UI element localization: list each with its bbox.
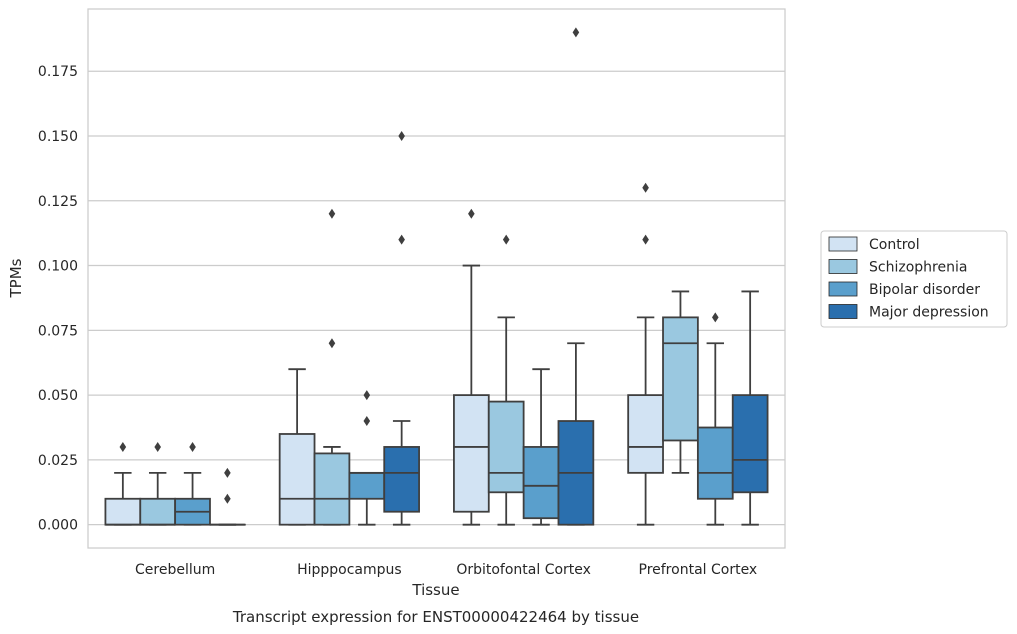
box-body (662, 316, 699, 442)
plot-frame (87, 8, 786, 549)
box-3-1 (662, 290, 699, 474)
box-body (313, 452, 351, 526)
legend-entry-label: Control (869, 237, 920, 253)
legend-entry-label: Schizophrenia (869, 260, 967, 276)
y-axis-label: TPMs (7, 258, 25, 298)
box-0-2 (174, 441, 211, 526)
box-3-2 (696, 312, 734, 526)
y-tick-label: 0.150 (38, 129, 78, 145)
y-tick-label: 0.175 (38, 64, 78, 80)
outlier-point (642, 182, 649, 193)
x-tick-labels: Cerebellum Hipppocampus Orbitofontal Corte… (135, 562, 757, 578)
x-tick-label: Cerebellum (135, 562, 215, 578)
outlier-point (468, 208, 475, 219)
chart-title: Transcript expression for ENST0000042246… (232, 608, 639, 626)
box-2-3 (557, 27, 595, 526)
box-1-0 (278, 368, 316, 526)
legend-swatch (828, 236, 858, 252)
outlier-point (502, 234, 510, 245)
box-0-1 (139, 441, 177, 526)
outlier-point (224, 493, 231, 504)
box-body (487, 400, 525, 494)
outlier-point (642, 234, 649, 245)
grid-lines (88, 70, 785, 526)
outlier-point (328, 208, 336, 219)
box-body (453, 394, 490, 513)
y-tick-label: 0.000 (38, 518, 78, 534)
x-axis-label: Tissue (411, 581, 459, 599)
box-2-1 (487, 234, 525, 526)
outlier-point (398, 130, 405, 141)
box-body (383, 446, 420, 513)
box-3-0 (627, 182, 664, 526)
x-tick-label: Prefrontal Cortex (639, 562, 758, 578)
box-1-2 (348, 390, 386, 526)
y-tick-label: 0.125 (38, 194, 78, 210)
box-body (627, 394, 664, 474)
box-body (696, 426, 734, 500)
box-0-0 (104, 441, 142, 526)
box-body (348, 471, 386, 500)
legend-entry-label: Bipolar disorder (869, 282, 980, 298)
legend-swatch (828, 259, 858, 274)
x-tick-label: Orbitofontal Cortex (456, 562, 591, 578)
outlier-point (712, 312, 719, 323)
legend-frame (820, 230, 1008, 328)
box-body (278, 433, 316, 526)
box-body (104, 497, 142, 526)
legend-swatch (828, 281, 858, 297)
legend-swatch (828, 304, 858, 319)
outlier-point (224, 467, 231, 478)
outlier-point (572, 27, 580, 38)
legend: Control Schizophrenia Bipolar disorder Majo… (820, 230, 1008, 328)
box-1-3 (383, 130, 420, 526)
box-body (522, 446, 560, 520)
y-tick-label: 0.100 (38, 259, 78, 275)
box-2-0 (453, 208, 490, 526)
box-2-2 (522, 368, 560, 526)
y-tick-label: 0.050 (38, 388, 78, 404)
outlier-point (398, 234, 405, 245)
y-tick-label: 0.025 (38, 453, 78, 469)
box-3-3 (731, 290, 769, 526)
outlier-point (363, 390, 371, 401)
boxes-layer (104, 27, 769, 526)
y-tick-label: 0.075 (38, 323, 78, 339)
x-tick-label: Hipppocampus (297, 562, 402, 578)
y-tick-labels: 0.000 0.025 0.050 0.075 0.100 0.125 0.150 0.175 (38, 64, 78, 533)
box-body (139, 497, 177, 526)
box-1-1 (313, 208, 351, 526)
outlier-point (328, 338, 336, 349)
outlier-point (154, 441, 161, 452)
box-0-3 (209, 467, 246, 526)
outlier-point (189, 441, 196, 452)
box-body (731, 394, 769, 494)
outlier-point (119, 441, 127, 452)
legend-entry-label: Major depression (869, 305, 989, 321)
outlier-point (363, 416, 371, 427)
